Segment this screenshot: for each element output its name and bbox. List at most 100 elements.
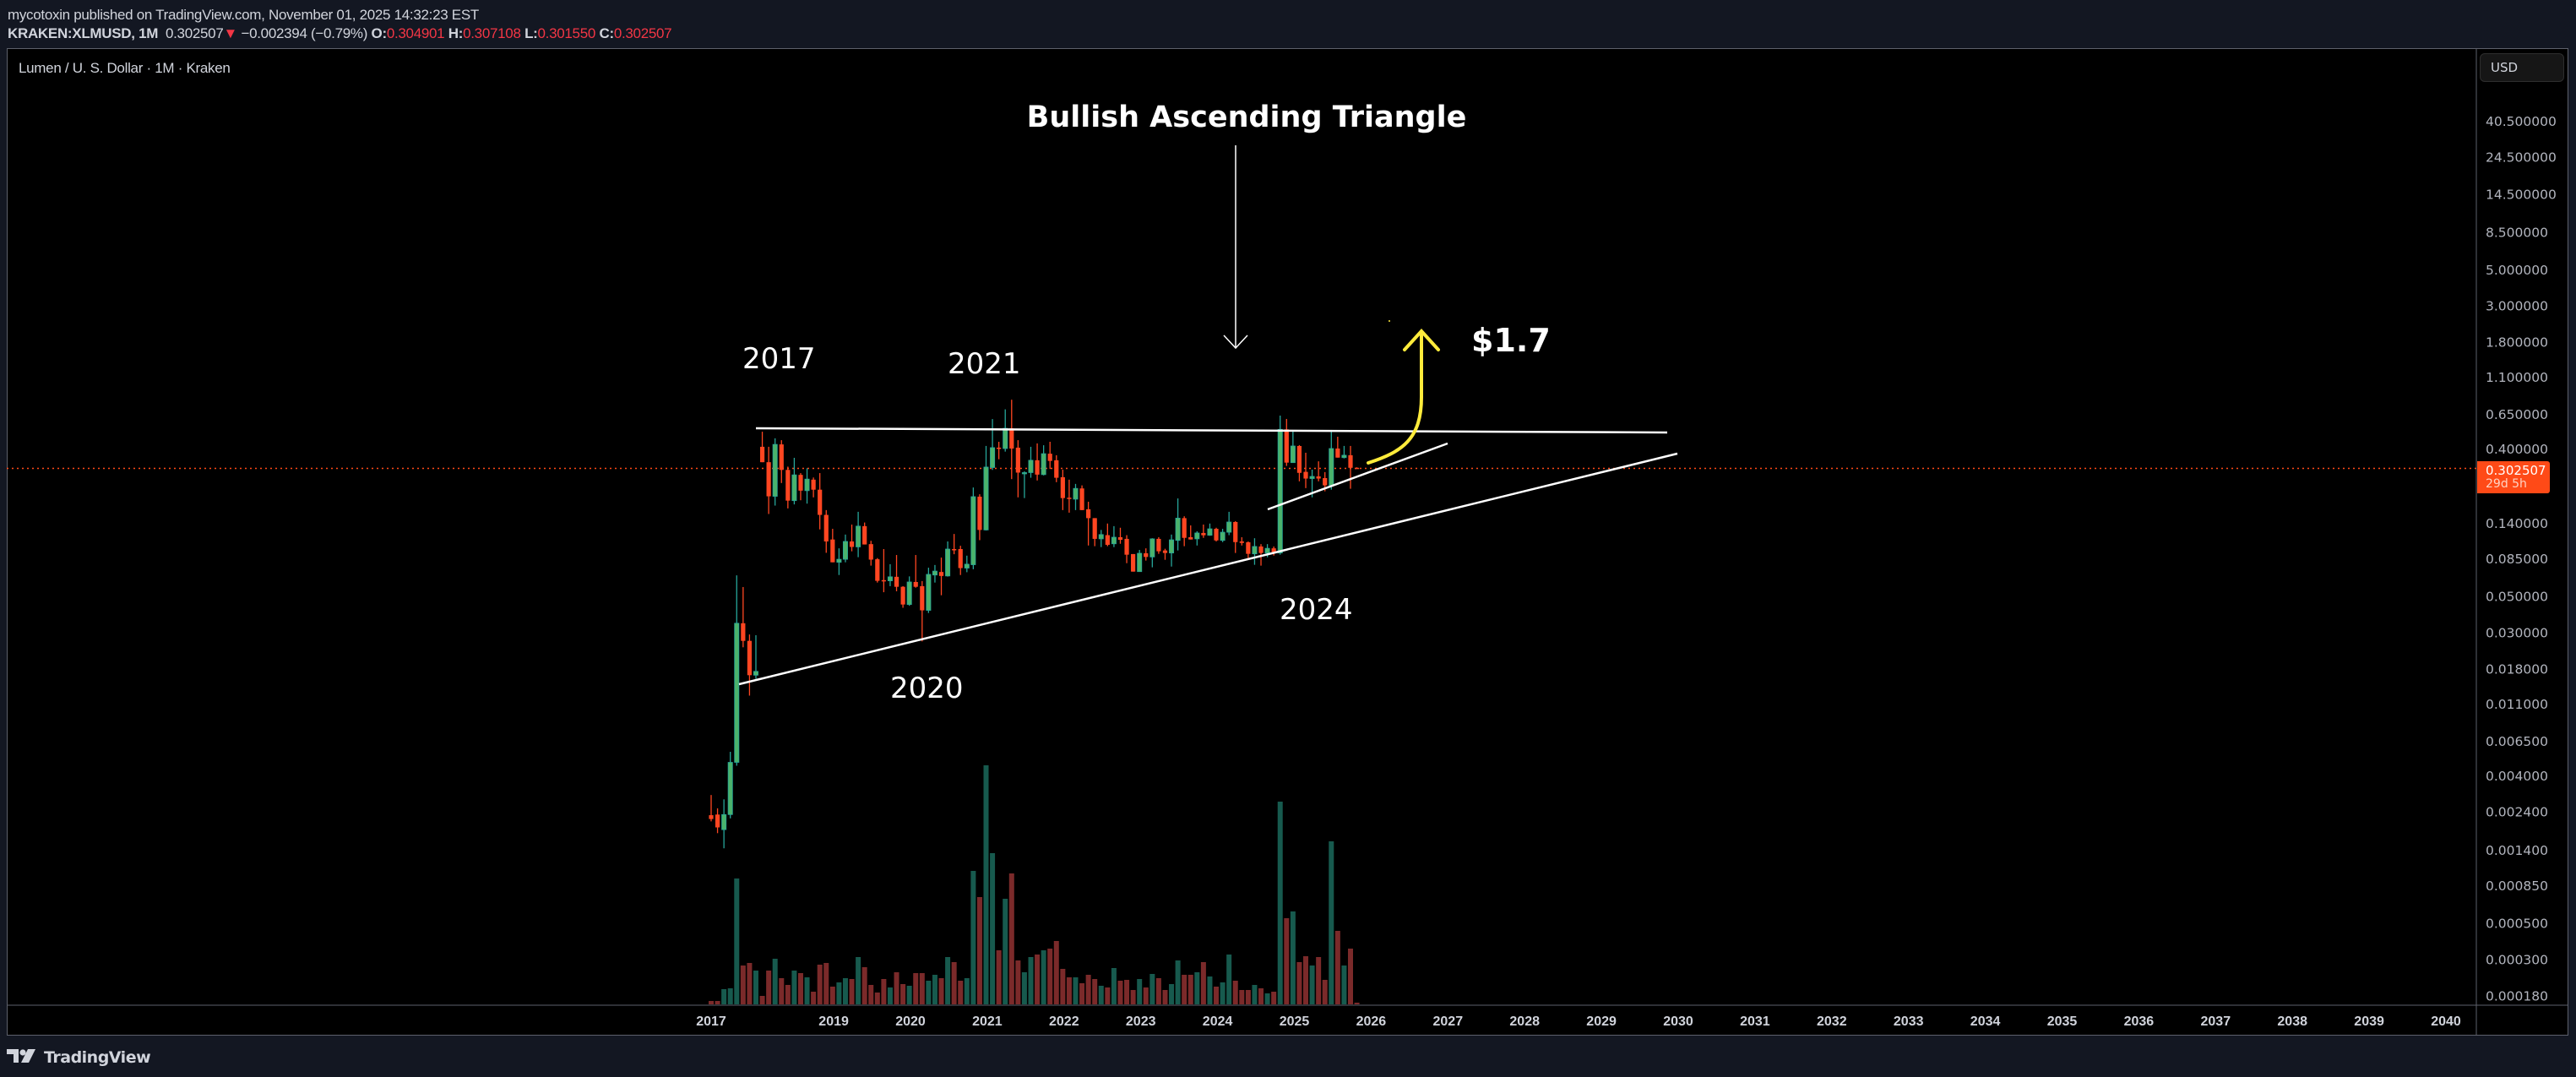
candle[interactable] [798,473,803,501]
candle[interactable] [791,457,797,505]
candle[interactable] [1220,529,1226,542]
candle[interactable] [1035,443,1040,481]
currency-button[interactable]: USD [2480,53,2564,82]
candle[interactable] [1124,535,1129,563]
candle[interactable] [1086,501,1091,546]
candle[interactable] [977,494,982,541]
chart-pane[interactable] [7,48,2568,1036]
time-axis[interactable]: 2017 2019 2020 2021 2022 2023 2024 2025 2026 2027… [696,1014,2461,1029]
candle[interactable] [945,541,951,577]
candle[interactable] [1028,446,1034,478]
candle[interactable] [983,445,989,531]
candle[interactable] [823,509,829,553]
candle[interactable] [849,525,855,552]
resistance-trendline[interactable] [755,427,1668,434]
candle[interactable] [1201,525,1206,538]
short-support-trendline[interactable] [1267,442,1448,511]
candle[interactable] [913,555,918,588]
candle[interactable] [1207,523,1213,536]
candle[interactable] [1156,537,1161,554]
candle[interactable] [1175,498,1181,551]
candle[interactable] [842,534,848,563]
candle[interactable] [1214,527,1219,541]
candle[interactable] [753,635,758,679]
candle[interactable] [894,555,899,591]
support-trendline[interactable] [738,452,1678,686]
candle[interactable] [1252,538,1258,565]
candle[interactable] [1111,525,1117,547]
candle[interactable] [1060,470,1065,510]
candle[interactable] [887,563,893,586]
candle[interactable] [1341,445,1347,459]
candle[interactable] [715,808,720,834]
chart-legend[interactable]: Lumen / U. S. Dollar · 1M · Kraken [19,60,231,76]
candle[interactable] [759,432,765,463]
candle[interactable] [1296,444,1302,481]
candle[interactable] [920,580,925,642]
candle[interactable] [875,558,880,583]
candle[interactable] [1169,534,1175,567]
candle[interactable] [1105,523,1110,547]
candle[interactable] [1277,416,1283,555]
candle[interactable] [1284,418,1289,466]
candle[interactable] [881,549,886,593]
candle[interactable] [1290,430,1296,464]
candle[interactable] [1144,548,1149,561]
price-axis[interactable]: 40.500000 24.500000 14.500000 8.500000 5.000… [2486,114,2557,1004]
candle[interactable] [785,466,791,509]
candle[interactable] [970,487,976,569]
candle[interactable] [727,752,733,819]
candle[interactable] [1271,546,1276,556]
candle[interactable] [779,440,784,483]
candle[interactable] [734,575,740,766]
candle[interactable] [1188,525,1193,540]
candle[interactable] [721,799,727,849]
candle[interactable] [997,441,1002,460]
candle[interactable] [1194,530,1200,546]
candle[interactable] [1054,454,1059,482]
candle[interactable] [811,477,816,498]
candle[interactable] [1182,516,1187,547]
candle[interactable] [952,534,957,555]
candle[interactable] [958,546,963,575]
candle[interactable] [900,585,905,608]
candle[interactable] [1047,441,1052,470]
candle[interactable] [868,541,873,566]
candle[interactable] [1162,548,1168,560]
candle[interactable] [1335,437,1340,458]
candle[interactable] [1073,483,1079,510]
candle[interactable] [1015,440,1020,498]
candle[interactable] [1316,461,1321,481]
candle[interactable] [804,468,810,504]
candle[interactable] [1354,467,1360,470]
candle[interactable] [1303,452,1308,488]
candle[interactable] [856,511,861,558]
candle[interactable] [1329,429,1334,490]
candle[interactable] [862,522,867,545]
candle[interactable] [766,446,771,514]
candle[interactable] [1233,520,1238,553]
tradingview-logo[interactable]: TradingView [7,1048,151,1067]
candle[interactable] [1067,479,1072,513]
candle[interactable] [1079,485,1084,510]
candle[interactable] [709,795,714,822]
candle[interactable] [1009,400,1014,480]
candle[interactable] [964,555,970,573]
candle[interactable] [938,558,944,596]
candle[interactable] [1246,541,1251,558]
candle[interactable] [1239,537,1244,546]
yellow-up-arrow-icon[interactable] [1367,329,1440,465]
candle[interactable] [1137,550,1143,573]
candle[interactable] [1117,527,1123,544]
candle[interactable] [1098,530,1104,547]
candle[interactable] [1348,445,1353,489]
candle[interactable] [747,634,753,696]
candle[interactable] [836,548,842,575]
candle[interactable] [1041,445,1046,476]
candle[interactable] [990,419,996,471]
candle[interactable] [1149,538,1155,568]
candle[interactable] [1131,553,1136,572]
candle[interactable] [1092,518,1097,547]
candle[interactable] [1226,511,1232,536]
